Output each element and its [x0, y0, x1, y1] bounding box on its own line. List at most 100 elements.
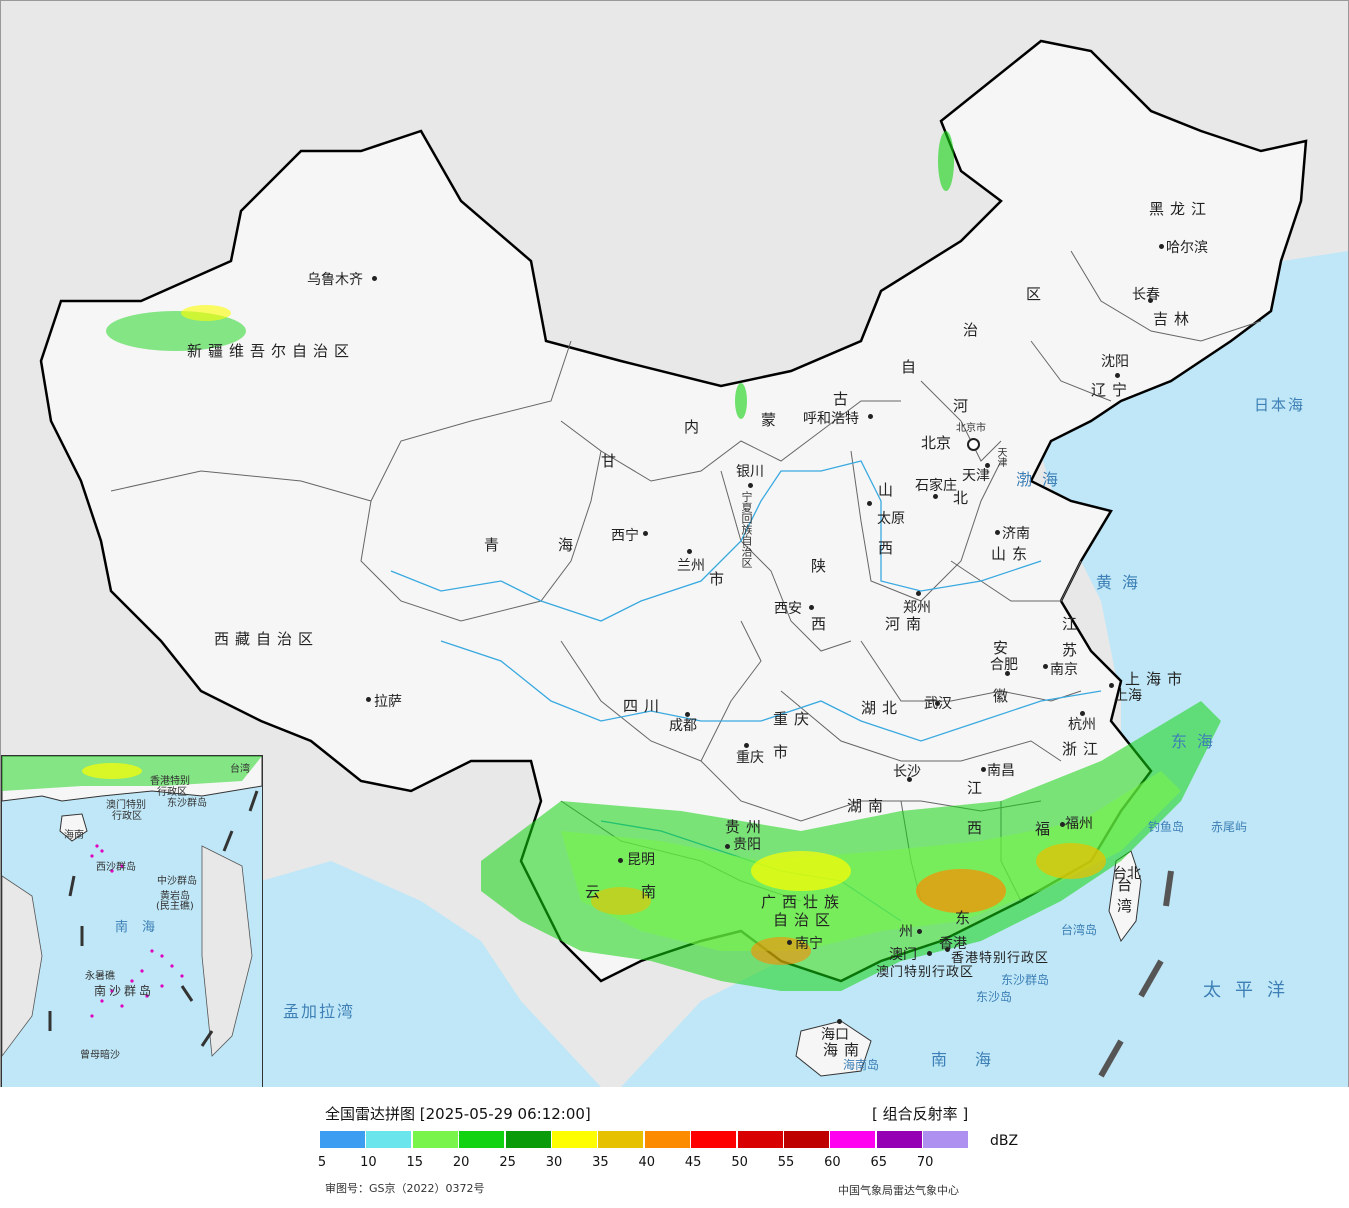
- city-hk-sar: 香港特别行政区: [951, 951, 1050, 966]
- inset-taiwan: 台湾: [230, 764, 250, 775]
- label-liaoning: 辽宁: [1091, 381, 1134, 399]
- city-shijiazhuang: 石家庄: [915, 478, 957, 494]
- island-dongsha-islands: 东沙群岛: [1001, 973, 1050, 987]
- island-dongsha: 东沙岛: [976, 990, 1013, 1004]
- city-hefei: 合肥: [990, 657, 1018, 673]
- city-macau: 澳门: [889, 947, 917, 963]
- inset-yongshu: 永暑礁: [85, 971, 115, 982]
- city-dot: [366, 697, 371, 702]
- scale-tick-label: 10: [360, 1155, 377, 1170]
- city-tianjin: 天津: [962, 468, 990, 484]
- color-swatch: [320, 1131, 365, 1148]
- inset-hainan: 海南: [64, 830, 84, 841]
- city-dot: [1109, 683, 1114, 688]
- label-shanxi-2: 西: [878, 539, 900, 557]
- city-dot: [1005, 671, 1010, 676]
- label-neimeng-2: 蒙: [761, 411, 783, 429]
- city-lhasa: 拉萨: [374, 694, 402, 710]
- sea-bohai: 渤海: [1016, 470, 1069, 489]
- city-dot: [868, 414, 873, 419]
- label-neimeng-3: 古: [833, 390, 855, 408]
- label-shandong: 山东: [991, 545, 1034, 563]
- label-gansu: 甘: [601, 452, 623, 470]
- map-canvas: [39, 39, 1348, 1087]
- island-diaoyu: 钓鱼岛: [1148, 820, 1185, 834]
- color-swatch: [737, 1131, 783, 1148]
- city-changchun: 长春: [1132, 287, 1160, 303]
- inset-xisha: 西沙群岛: [96, 862, 136, 873]
- color-scale-ticks: 5 10 15 20 25 30 35 40 45 50 55 60 65 70: [317, 1155, 960, 1171]
- inset-huangyan: 黄岩岛: [160, 891, 190, 902]
- city-dot: [916, 591, 921, 596]
- color-swatch: [459, 1131, 505, 1148]
- scale-tick-label: 5: [317, 1155, 327, 1170]
- city-beijing: 北京: [921, 434, 952, 452]
- scale-tick-label: 65: [870, 1155, 888, 1170]
- city-dot: [787, 940, 792, 945]
- label-heilongjiang: 黑龙江: [1149, 200, 1213, 218]
- scale-tick-label: 35: [592, 1155, 609, 1170]
- city-dot: [1148, 298, 1153, 303]
- scale-tick-label: 15: [406, 1155, 424, 1170]
- city-shanghai: 上海: [1114, 688, 1142, 704]
- label-xinjiang: 新疆维吾尔自治区: [187, 342, 356, 360]
- city-nanning: 南宁: [795, 936, 823, 952]
- label-shaanxi-1: 陕: [811, 557, 833, 575]
- city-beijing-small: 北京市: [956, 423, 986, 434]
- legend-title: 全国雷达拼图 [2025-05-29 06:12:00]: [325, 1105, 591, 1123]
- city-dot: [933, 494, 938, 499]
- city-wuhan: 武汉: [924, 696, 952, 712]
- inset-canvas: [2, 756, 262, 1057]
- city-dot: [372, 276, 377, 281]
- city-hangzhou: 杭州: [1068, 717, 1096, 733]
- sea-area: [621, 251, 1348, 1087]
- city-dot: [1115, 373, 1120, 378]
- label-qinghai-1: 青: [484, 536, 506, 554]
- scale-tick-label: 60: [824, 1155, 841, 1170]
- south-china-sea-inset: 台湾 香港特别 行政区 澳门特别 行政区 东沙群岛 海南 西沙群岛 中沙群岛 黄…: [1, 755, 263, 1087]
- inset-nanhai: 南海: [115, 920, 170, 935]
- city-taibei: 台北: [1113, 866, 1141, 882]
- label-anhui-1: 安: [993, 639, 1015, 657]
- label-yunnan-2: 南: [641, 883, 663, 901]
- inset-hk: 香港特别: [150, 776, 190, 787]
- inset-zhongsha: 中沙群岛: [157, 876, 197, 887]
- city-dot: [685, 712, 690, 717]
- city-dot: [981, 767, 986, 772]
- label-hubei: 湖北: [861, 699, 904, 717]
- label-yunnan-1: 云: [585, 883, 607, 901]
- inset-hk2: 行政区: [157, 787, 187, 798]
- city-dot: [867, 501, 872, 506]
- label-neimeng-6: 区: [1026, 285, 1048, 303]
- island-hainan: 海南岛: [843, 1058, 880, 1072]
- city-dot: [1080, 711, 1085, 716]
- inset-mo2: 行政区: [112, 811, 142, 822]
- city-dot: [917, 929, 922, 934]
- city-shenyang: 沈阳: [1101, 354, 1129, 370]
- city-dot: [687, 549, 692, 554]
- city-fuzhou: 福州: [1065, 816, 1093, 832]
- city-jinan: 济南: [1002, 526, 1030, 542]
- label-shaanxi-2: 西: [811, 615, 833, 633]
- city-hongkong: 香港: [939, 936, 967, 952]
- city-dot: [985, 463, 990, 468]
- label-anhui-2: 徽: [993, 687, 1015, 705]
- scale-tick-label: 55: [777, 1155, 795, 1170]
- label-neimeng-5: 治: [963, 321, 985, 339]
- label-guangdong: 东: [955, 909, 977, 927]
- city-lanzhou: 兰州: [677, 558, 705, 574]
- radar-map: 新疆维吾尔自治区 西藏自治区 青 海 甘 市 内 蒙 古 自 治 区 黑龙江 吉…: [0, 0, 1349, 1088]
- label-sichuan: 四川: [623, 697, 666, 715]
- label-guizhou: 贵州: [725, 818, 768, 836]
- color-scale: [320, 1131, 969, 1148]
- color-swatch: [505, 1131, 551, 1148]
- label-tibet: 西藏自治区: [214, 630, 320, 648]
- color-swatch: [783, 1131, 829, 1148]
- city-guiyang: 贵阳: [733, 837, 761, 853]
- dash-lines: [1098, 870, 1174, 1078]
- city-yinchuan: 银川: [736, 464, 764, 480]
- city-dot: [618, 858, 623, 863]
- sea-south: 南海: [931, 1050, 1020, 1069]
- sea-east: 东海: [1171, 732, 1224, 751]
- label-hunan: 湖南: [847, 797, 890, 815]
